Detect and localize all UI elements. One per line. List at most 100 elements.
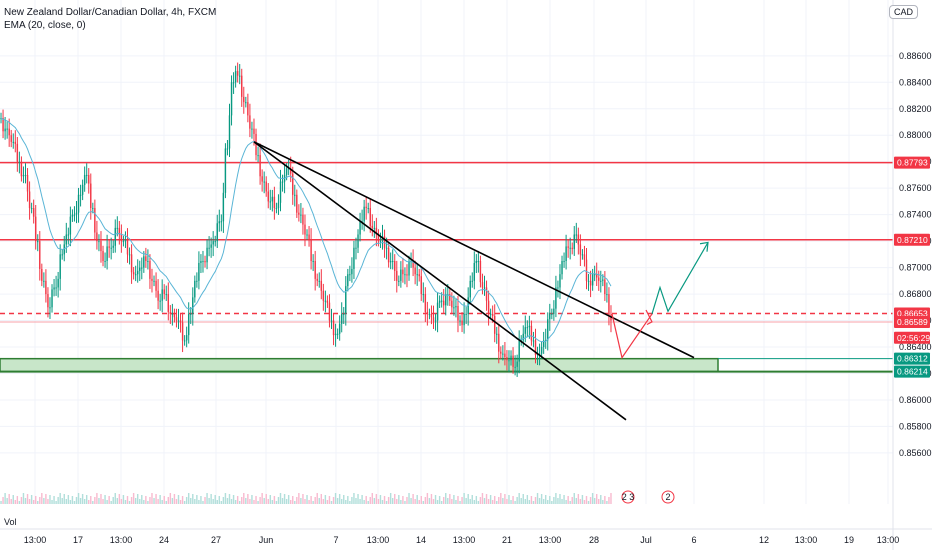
symbol-title[interactable]: New Zealand Dollar/Canadian Dollar, 4h, … (4, 7, 217, 18)
volume-bar (253, 500, 255, 504)
candle-body (312, 260, 314, 262)
candle-body (198, 262, 200, 281)
volume-bar (28, 499, 31, 504)
indicator-label[interactable]: EMA (20, close, 0) (4, 20, 86, 31)
candle-body (200, 260, 202, 263)
time-axis[interactable]: 13:00 17 13:00 24 27 Jun 7 13:00 14 13:00 21 13:00 2… (0, 528, 932, 545)
candle-body (542, 340, 545, 348)
candle-body (18, 161, 21, 163)
volume-bar (39, 497, 41, 504)
candle-body (485, 287, 488, 301)
volume-bar (536, 493, 539, 504)
candle-body (59, 254, 61, 279)
price-tag-label: 0.87210 (897, 235, 928, 245)
candle-body (483, 287, 486, 289)
candle-body (208, 247, 210, 249)
projection-up-path (651, 242, 709, 315)
candle-body (161, 289, 163, 301)
volume-bar (398, 495, 400, 504)
volume-bar (373, 498, 376, 504)
volume-bar (363, 500, 365, 504)
volume-bar (177, 495, 180, 504)
candle-body (2, 118, 4, 132)
time-tick-label: Jun (259, 535, 274, 545)
candle-body (185, 335, 188, 341)
time-tick-label: 13:00 (795, 535, 818, 545)
candle-body (169, 311, 172, 314)
candle-body (475, 260, 478, 263)
candle-body (549, 313, 551, 320)
time-tick-label: 19 (844, 535, 854, 545)
volume-bar (24, 498, 27, 504)
volume-bar (153, 498, 155, 504)
volume-bar (571, 497, 573, 504)
candle-body (212, 241, 214, 245)
volume-bar (387, 497, 390, 504)
candle-body (604, 279, 606, 295)
time-tick-label: 13:00 (453, 535, 476, 545)
candle-body (47, 294, 49, 308)
volume-bar (47, 499, 49, 504)
candle-body (449, 294, 451, 301)
price-tick-label: 0.86400 (899, 342, 932, 352)
volume-bar (479, 497, 482, 504)
candle-body (253, 128, 255, 134)
volume-bar (318, 498, 320, 504)
candle-body (296, 194, 298, 213)
candle-body (294, 194, 296, 196)
candle-body (143, 256, 145, 268)
price-tick-label: 0.87000 (899, 263, 932, 273)
candle-body (45, 280, 47, 295)
time-tick-label: 12 (759, 535, 769, 545)
volume-bar (547, 500, 549, 504)
candle-body (567, 246, 569, 248)
volume-bar (206, 493, 208, 504)
volume-bar (608, 497, 610, 504)
price-tag-label: 0.86589 (897, 317, 928, 327)
candle-body (261, 176, 263, 182)
projection-arrows[interactable] (611, 241, 709, 360)
candle-body (391, 260, 394, 262)
volume-bar (369, 497, 371, 504)
trendlines[interactable] (253, 141, 695, 421)
volume-bar (371, 493, 374, 504)
volume-bar (139, 499, 141, 504)
volume-bar (381, 500, 384, 504)
volume-bar (508, 495, 510, 504)
volume-bar (336, 498, 339, 504)
candle-body (563, 260, 565, 262)
volume-bar (557, 498, 559, 504)
volume-bar (477, 501, 480, 504)
volume-bar (94, 497, 96, 504)
volume-bar (343, 495, 345, 504)
candle-body (347, 274, 349, 287)
volume-bar (277, 497, 280, 504)
volume-bar (391, 498, 394, 504)
candle-body (220, 221, 223, 223)
candle-body (32, 208, 35, 217)
candle-body (579, 244, 582, 255)
candle-body (440, 300, 443, 302)
candle-body (238, 75, 241, 77)
volume-bar (8, 494, 10, 504)
volume-bar (81, 494, 84, 504)
volume-bar (179, 500, 182, 504)
candle-body (591, 274, 594, 286)
volume-bar (489, 495, 492, 504)
candle-body (57, 278, 59, 288)
price-axis[interactable]: 0.866000.864000.862000.860000.858000.856… (892, 0, 932, 550)
candle-body (408, 260, 410, 276)
volume-bar (71, 496, 74, 504)
candle-body (328, 302, 331, 321)
volume-bar (471, 495, 473, 504)
candle-body (173, 313, 176, 318)
volume-bar (561, 499, 563, 504)
candle-body (167, 294, 170, 312)
volume-bar (226, 498, 229, 504)
candle-body (453, 307, 455, 309)
candle-body (81, 184, 84, 195)
currency-badge[interactable]: CAD (888, 5, 918, 19)
event-icons[interactable]: 2 3 2 (621, 490, 675, 504)
candle-body (500, 351, 502, 354)
